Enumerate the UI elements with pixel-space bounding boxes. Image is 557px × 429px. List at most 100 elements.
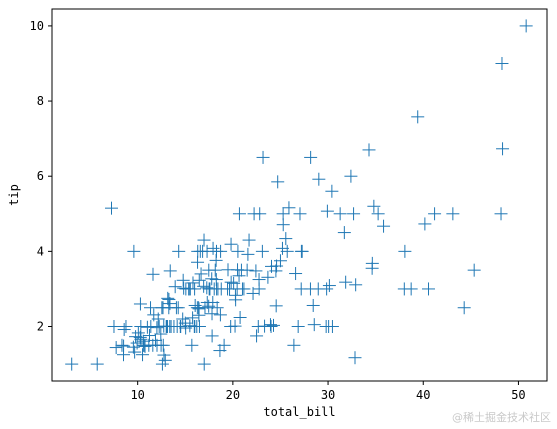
x-tick-label: 30 [321,388,335,402]
data-point [261,270,275,284]
data-point [104,201,118,215]
data-point [276,207,290,221]
data-point [192,320,206,334]
data-point [377,219,391,233]
data-point [172,244,186,258]
data-point [320,204,334,218]
data-point [154,327,168,341]
data-point [229,293,243,307]
data-point [119,320,133,334]
data-point [205,307,219,321]
data-point [133,330,147,344]
data-point [279,232,293,246]
data-point [156,338,170,352]
data-point [519,19,533,33]
data-point [398,244,412,258]
data-point [217,338,231,352]
data-point [348,351,362,365]
data-point [344,169,358,183]
data-point [90,357,104,371]
x-tick-label: 40 [416,388,430,402]
data-point [115,338,129,352]
data-point [367,199,381,213]
data-point [249,264,263,278]
data-point [177,281,191,295]
data-point [337,226,351,240]
data-point [495,56,509,70]
data-point [312,172,326,186]
data-point [273,254,287,268]
data-point [263,318,277,332]
data-point [411,110,425,124]
y-axis-label: tip [7,184,21,206]
data-point [289,267,303,281]
data-point [134,332,148,346]
data-point [325,184,339,198]
y-tick-label: 6 [37,169,44,183]
data-point [269,299,283,313]
data-point [231,244,245,258]
data-point [224,275,238,289]
data-point [197,279,211,293]
data-point [117,323,131,337]
data-point [347,207,361,221]
data-point [186,311,200,325]
data-point [339,275,353,289]
data-point [157,348,171,362]
data-point [206,241,220,255]
y-tick-label: 8 [37,94,44,108]
data-point [210,301,224,315]
x-tick-label: 10 [130,388,144,402]
data-point [136,348,150,362]
data-point [198,301,212,315]
x-axis: 10 20 30 40 50 [130,381,526,402]
data-point [232,269,246,283]
data-point [418,217,432,231]
data-point [228,319,242,333]
data-point [276,218,290,232]
data-point [287,338,301,352]
data-point [65,357,79,371]
data-point [365,256,379,270]
data-point [253,207,267,221]
data-point [127,244,141,258]
data-point [322,279,336,293]
data-points [65,19,533,371]
x-tick-label: 20 [226,388,240,402]
data-point [232,207,246,221]
data-point [138,339,152,353]
plot-area-frame [51,8,548,382]
data-point [362,143,376,157]
data-point [304,150,318,164]
data-point [467,263,481,277]
data-point [191,255,205,269]
data-point [349,278,363,292]
data-point [188,282,202,296]
data-point [325,320,339,334]
data-point [241,247,255,261]
data-point [255,244,269,258]
data-point [161,291,175,305]
data-point [320,282,334,296]
data-point [306,298,320,312]
data-point [237,282,251,296]
data-point [133,297,147,311]
y-axis: 2 4 6 8 10 [30,19,52,334]
data-point [155,357,169,371]
data-point [144,301,158,315]
data-point [142,329,156,343]
data-point [117,339,131,353]
data-point [208,263,222,277]
data-point [293,207,307,221]
data-point [151,312,165,326]
data-point [250,329,264,343]
data-point [291,320,305,334]
data-point [428,207,442,221]
data-point [295,244,309,258]
x-axis-label: total_bill [263,405,335,419]
data-point [186,276,200,290]
data-point [214,244,228,258]
data-point [205,329,219,343]
data-point [148,333,162,347]
